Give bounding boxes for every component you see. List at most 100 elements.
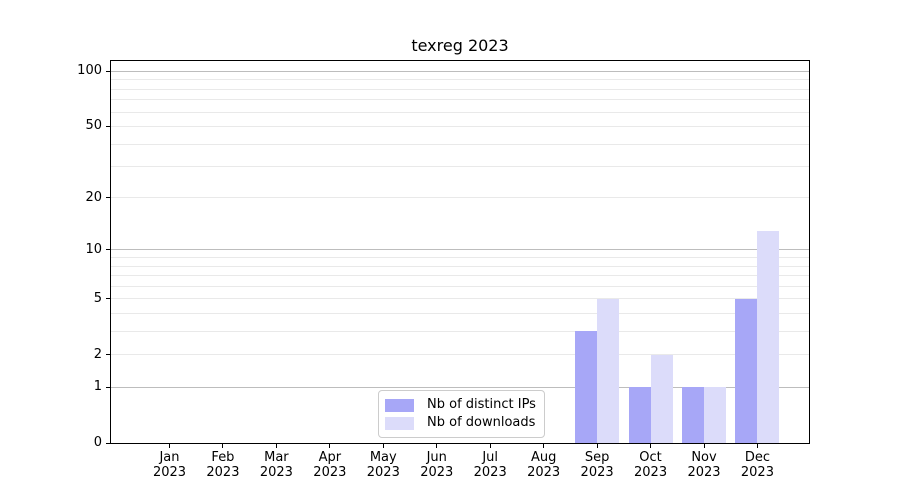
x-tick-label-line: 2023 bbox=[152, 465, 187, 480]
x-tick-label-line: 2023 bbox=[740, 465, 774, 480]
x-tick-label-line: Aug bbox=[530, 450, 557, 465]
legend-swatch bbox=[385, 398, 414, 412]
x-tick-label-line: Sep bbox=[584, 450, 610, 465]
y-tick-label: 20 bbox=[85, 189, 102, 205]
x-tick-label-aug: Aug 2023 bbox=[514, 450, 574, 480]
y-tick-mark bbox=[106, 354, 110, 356]
x-tick-mark bbox=[222, 444, 224, 448]
x-tick-label-mar: Mar 2023 bbox=[246, 450, 306, 480]
bar-distinct-ips-oct bbox=[628, 387, 651, 443]
y-tick-mark bbox=[106, 442, 110, 444]
minor-gridline bbox=[111, 312, 809, 314]
y-tick-mark bbox=[106, 125, 110, 127]
x-tick-label-line: Apr bbox=[318, 450, 342, 465]
minor-gridline bbox=[111, 125, 809, 127]
bar-downloads-oct bbox=[650, 354, 673, 443]
x-tick-label-line: May bbox=[369, 450, 397, 465]
x-tick-label-line: 2023 bbox=[206, 465, 240, 480]
x-tick-label-feb: Feb 2023 bbox=[193, 450, 253, 480]
legend-entry: Nb of distinct IPs bbox=[385, 396, 536, 414]
y-tick-label: 50 bbox=[85, 118, 102, 134]
x-tick-mark bbox=[489, 444, 491, 448]
x-tick-mark bbox=[382, 444, 384, 448]
legend-label: Nb of distinct IPs bbox=[427, 397, 536, 412]
minor-gridline bbox=[111, 265, 809, 267]
y-tick-mark bbox=[106, 70, 110, 72]
x-tick-mark bbox=[543, 444, 545, 448]
legend: Nb of distinct IPs Nb of downloads bbox=[378, 390, 545, 438]
x-tick-label-apr: Apr 2023 bbox=[300, 450, 360, 480]
x-tick-mark bbox=[275, 444, 277, 448]
x-tick-label-nov: Nov 2023 bbox=[674, 450, 734, 480]
minor-gridline bbox=[111, 257, 809, 259]
bar-downloads-nov bbox=[704, 387, 726, 443]
minor-gridline bbox=[111, 99, 809, 101]
major-gridline bbox=[111, 386, 809, 388]
x-tick-mark bbox=[703, 444, 705, 448]
x-tick-label-line: 2023 bbox=[366, 465, 400, 480]
x-tick-label-line: 2023 bbox=[527, 465, 561, 480]
x-tick-label-line: Jun bbox=[426, 450, 447, 465]
x-tick-label-line: Jan bbox=[159, 450, 180, 465]
major-gridline bbox=[111, 70, 809, 72]
minor-gridline bbox=[111, 354, 809, 356]
x-tick-label-line: 2023 bbox=[313, 465, 347, 480]
minor-gridline bbox=[111, 275, 809, 277]
x-tick-mark bbox=[650, 444, 652, 448]
minor-gridline bbox=[111, 197, 809, 199]
minor-gridline bbox=[111, 143, 809, 145]
y-tick-mark bbox=[106, 298, 110, 300]
minor-gridline bbox=[111, 285, 809, 287]
minor-gridline bbox=[111, 88, 809, 90]
x-tick-label-line: 2023 bbox=[634, 465, 668, 480]
x-tick-label-jan: Jan 2023 bbox=[140, 450, 200, 480]
y-tick-label: 0 bbox=[93, 435, 102, 450]
y-tick-label: 10 bbox=[85, 241, 102, 257]
y-tick-label: 5 bbox=[93, 290, 102, 306]
x-tick-mark bbox=[329, 444, 331, 448]
minor-gridline bbox=[111, 166, 809, 168]
x-tick-label-line: Feb bbox=[211, 450, 235, 465]
minor-gridline bbox=[111, 298, 809, 300]
x-tick-label-line: 2023 bbox=[259, 465, 293, 480]
x-tick-label-line: 2023 bbox=[687, 465, 721, 480]
minor-gridline bbox=[111, 79, 809, 81]
legend-entry: Nb of downloads bbox=[385, 414, 536, 432]
minor-gridline bbox=[111, 330, 809, 332]
x-tick-label-sep: Sep 2023 bbox=[567, 450, 627, 480]
y-tick-label: 100 bbox=[77, 63, 102, 79]
y-tick-mark bbox=[106, 249, 110, 251]
x-tick-mark bbox=[596, 444, 598, 448]
x-tick-label-jun: Jun 2023 bbox=[407, 450, 467, 480]
bar-distinct-ips-dec bbox=[735, 298, 758, 443]
plot-area: Nb of distinct IPs Nb of downloads bbox=[110, 60, 810, 444]
y-tick-label: 2 bbox=[93, 346, 102, 362]
y-tick-mark bbox=[106, 197, 110, 199]
minor-gridline bbox=[111, 111, 809, 113]
x-tick-label-line: Oct bbox=[639, 450, 662, 465]
x-tick-label-line: 2023 bbox=[473, 465, 507, 480]
legend-label: Nb of downloads bbox=[427, 415, 536, 430]
x-tick-label-line: 2023 bbox=[420, 465, 454, 480]
x-tick-label-dec: Dec 2023 bbox=[727, 450, 787, 480]
x-tick-mark bbox=[169, 444, 170, 448]
bar-distinct-ips-nov bbox=[682, 387, 704, 443]
major-gridline bbox=[111, 249, 809, 251]
x-tick-label-line: Nov bbox=[691, 450, 717, 465]
x-tick-label-line: 2023 bbox=[580, 465, 614, 480]
y-tick-label: 1 bbox=[93, 379, 102, 395]
bar-downloads-sep bbox=[597, 298, 620, 443]
x-tick-mark bbox=[756, 444, 758, 448]
x-tick-label-line: Jul bbox=[482, 450, 499, 465]
x-tick-label-oct: Oct 2023 bbox=[621, 450, 681, 480]
x-tick-label-may: May 2023 bbox=[353, 450, 413, 480]
x-tick-label-line: Mar bbox=[264, 450, 289, 465]
legend-swatch bbox=[385, 416, 414, 430]
x-tick-mark bbox=[436, 444, 438, 448]
bar-distinct-ips-sep bbox=[575, 331, 598, 443]
x-tick-label-jul: Jul 2023 bbox=[460, 450, 520, 480]
bar-downloads-dec bbox=[757, 230, 780, 443]
chart-title: texreg 2023 bbox=[411, 36, 509, 55]
x-tick-label-line: Dec bbox=[744, 450, 771, 465]
